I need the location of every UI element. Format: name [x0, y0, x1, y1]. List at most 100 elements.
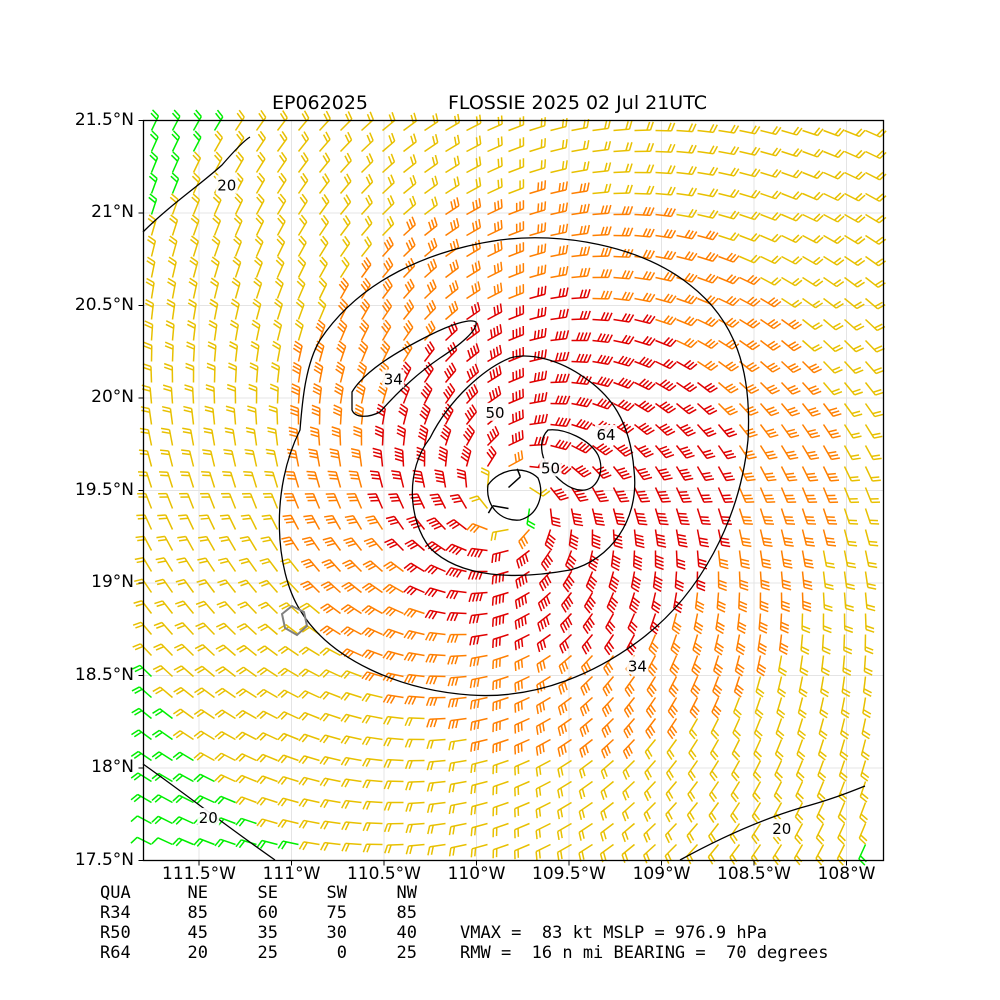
- wind-barb: [718, 295, 740, 307]
- contour-label-bg: [539, 458, 562, 477]
- wind-barb: [137, 492, 153, 509]
- wind-barb: [739, 125, 761, 135]
- wind-barb: [466, 547, 488, 558]
- wind-barb: [760, 190, 782, 200]
- wind-barb: [447, 654, 467, 665]
- wind-barb: [508, 116, 525, 132]
- wind-barb: [718, 146, 740, 156]
- wind-barb: [214, 795, 236, 805]
- wind-barb: [795, 781, 804, 803]
- wind-barb: [738, 529, 752, 548]
- wind-barb: [297, 235, 307, 257]
- wind-barb: [154, 600, 174, 614]
- wind-barb: [157, 514, 174, 530]
- wind-barb: [403, 652, 425, 662]
- wind-barb: [424, 175, 439, 195]
- wind-barb: [610, 550, 621, 572]
- wind-barb: [697, 338, 719, 349]
- wind-barb: [382, 672, 404, 683]
- wind-barb: [402, 340, 413, 362]
- wind-barb: [423, 341, 435, 362]
- wind-barb: [514, 612, 530, 630]
- wind-barb: [255, 109, 267, 131]
- wind-barb: [234, 193, 244, 215]
- wind-barb: [256, 839, 278, 849]
- wind-barb: [469, 696, 488, 710]
- wind-barb: [402, 319, 414, 341]
- wind-barb: [694, 592, 705, 613]
- wind-barb: [423, 299, 437, 321]
- wind-barb: [291, 383, 301, 404]
- wind-barb: [578, 843, 593, 862]
- wind-barb: [447, 675, 467, 687]
- wind-barb: [671, 613, 682, 635]
- wind-barb: [842, 655, 852, 676]
- wind-barb: [187, 298, 197, 320]
- wind-barb: [360, 111, 375, 132]
- wind-barb: [508, 305, 525, 321]
- wind-barb: [426, 801, 446, 813]
- vmax-mslp-line: VMAX = 83 kt MSLP = 976.9 hPa: [460, 923, 768, 943]
- wind-barb: [298, 733, 320, 743]
- wind-barb: [424, 564, 446, 575]
- wind-barb: [529, 138, 547, 153]
- wind-barb: [686, 823, 699, 844]
- wind-barb: [381, 195, 395, 216]
- wind-barb: [667, 718, 678, 740]
- wind-barb: [163, 362, 174, 383]
- wind-barb: [779, 613, 790, 634]
- wind-barb: [557, 717, 572, 737]
- wind-barb: [344, 515, 363, 530]
- wind-barb: [718, 339, 740, 350]
- wind-barb: [460, 445, 472, 467]
- lat-tick-label: 21°N: [91, 202, 134, 222]
- wind-barb: [221, 492, 237, 509]
- wind-barb: [697, 209, 719, 219]
- wind-barb: [340, 604, 362, 615]
- wind-barb: [592, 183, 612, 195]
- wind-barb: [492, 633, 509, 648]
- wind-barb: [466, 363, 480, 384]
- wind-barb: [858, 823, 868, 845]
- wind-barb: [676, 144, 697, 154]
- wind-barb: [676, 381, 698, 393]
- wind-barb: [864, 571, 877, 590]
- r34-nw: 85: [396, 903, 417, 923]
- wind-barb: [298, 668, 320, 678]
- wind-barb: [739, 189, 761, 199]
- wind-barb: [628, 592, 641, 614]
- wind-barb: [470, 801, 488, 816]
- wind-barb: [820, 676, 830, 698]
- wind-barb: [676, 229, 698, 240]
- wind-barb: [508, 430, 524, 447]
- wind-barb: [802, 148, 824, 158]
- wind-barb: [239, 536, 258, 551]
- wind-barb: [613, 248, 634, 258]
- wind-barb: [557, 780, 572, 799]
- wind-barb: [332, 404, 343, 425]
- contour-20kt-nw: [142, 136, 251, 233]
- wind-barb: [405, 843, 425, 855]
- wind-barb: [492, 843, 509, 859]
- wind-barb: [446, 519, 467, 531]
- wind-barb: [800, 634, 810, 655]
- wind-barb: [154, 578, 174, 593]
- wind-barb: [492, 696, 509, 712]
- lon-tick-label: 110.5°W: [347, 864, 421, 884]
- r64-se: 25: [257, 943, 278, 963]
- wind-barb: [687, 781, 699, 802]
- wind-barb: [648, 634, 659, 656]
- wind-barb: [696, 445, 716, 460]
- wind-barb: [665, 801, 678, 823]
- wind-barb: [668, 676, 679, 698]
- wind-barb: [592, 226, 612, 237]
- wind-barb: [325, 492, 342, 509]
- wind-barb: [151, 751, 173, 762]
- wind-barb: [180, 471, 195, 488]
- wind-barb: [277, 797, 299, 807]
- wind-barb: [381, 298, 393, 320]
- wind-barb: [487, 324, 503, 342]
- wind-barb: [164, 341, 174, 362]
- wind-barb: [655, 293, 677, 304]
- wind-barb: [300, 580, 321, 594]
